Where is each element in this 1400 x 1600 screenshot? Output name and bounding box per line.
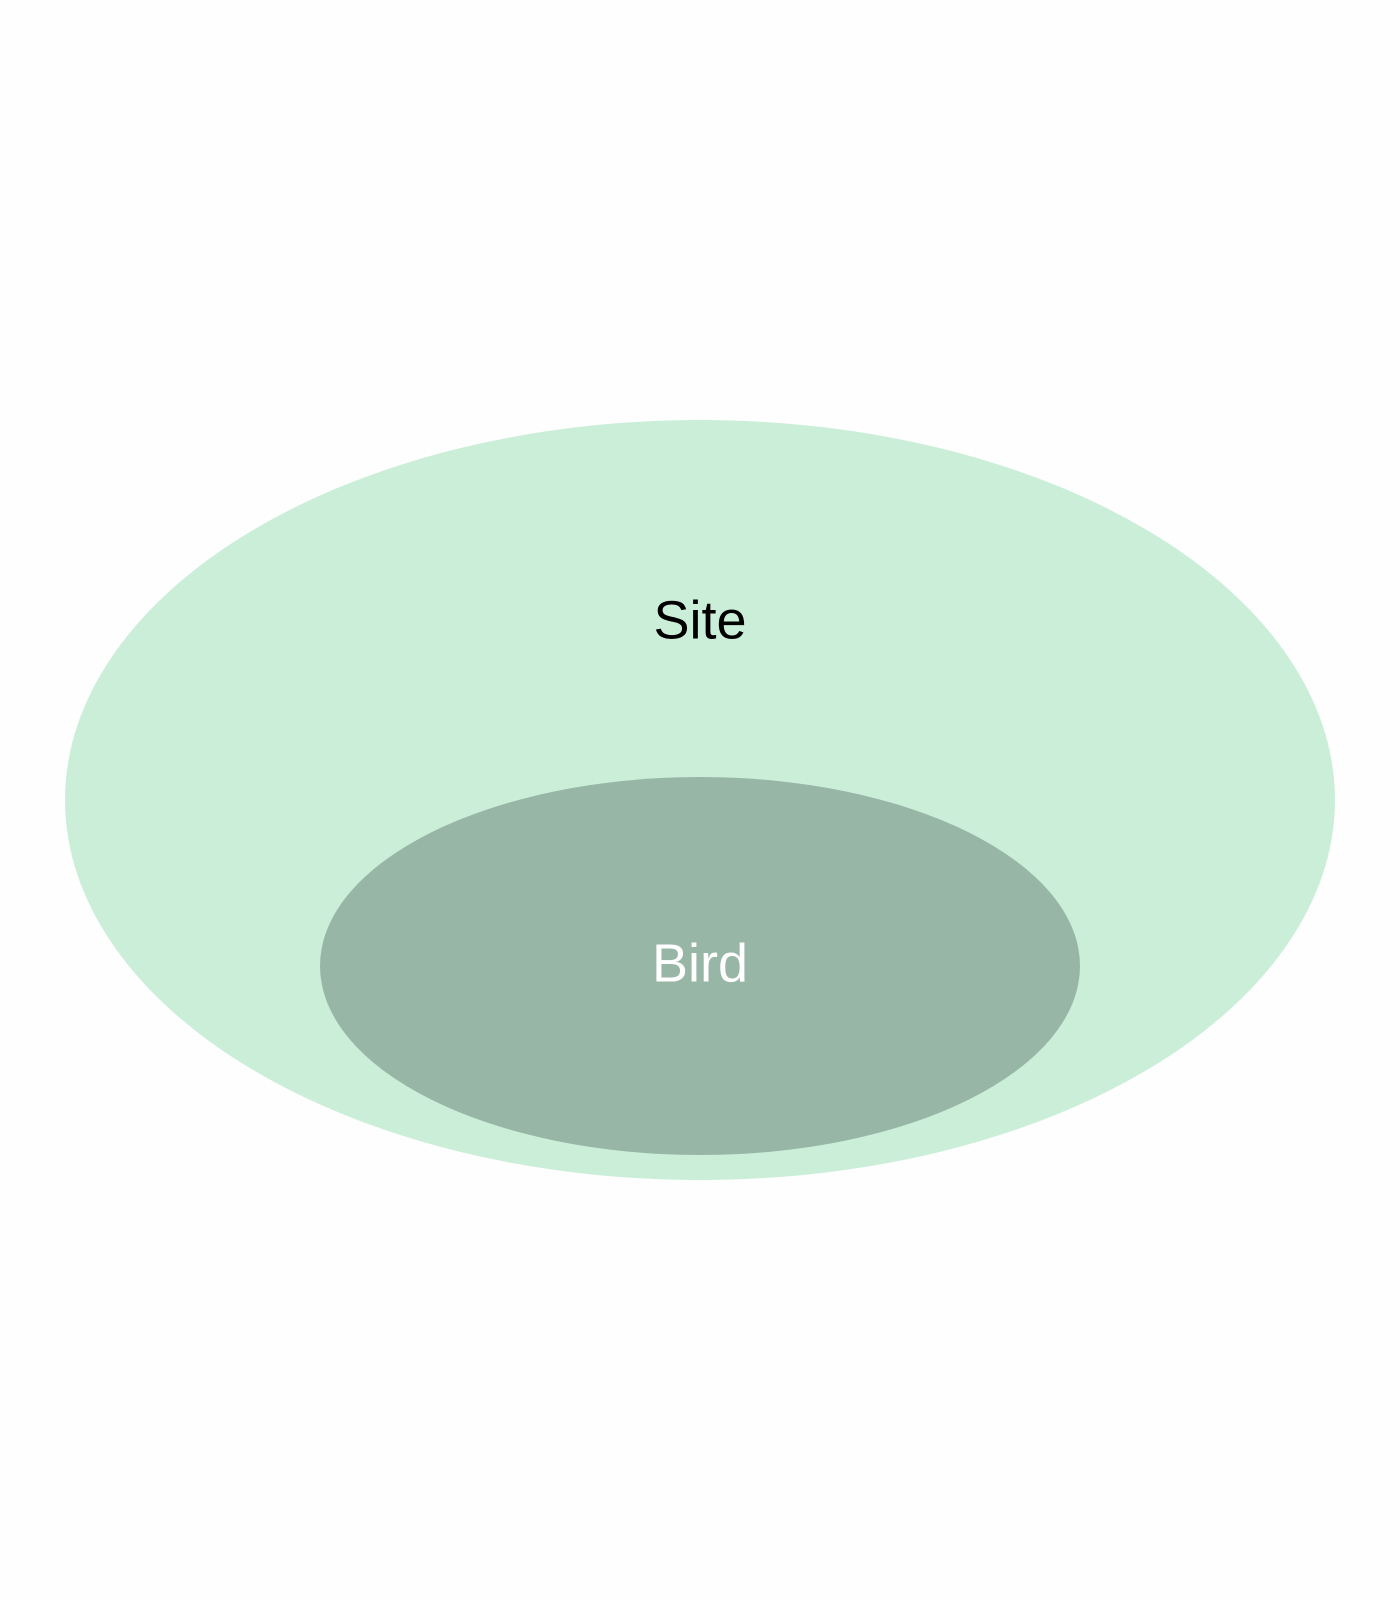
bird-ellipse — [320, 777, 1080, 1155]
bird-label: Bird — [652, 933, 748, 993]
site-label: Site — [653, 590, 746, 650]
